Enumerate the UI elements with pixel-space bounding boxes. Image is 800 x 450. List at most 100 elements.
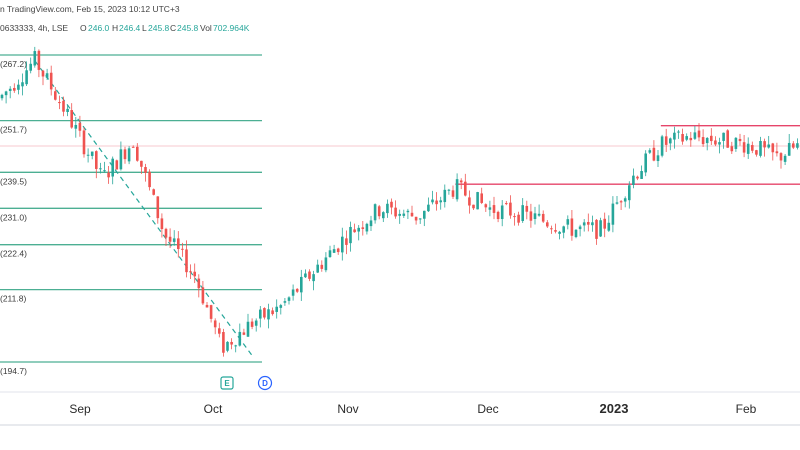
- candle: [291, 284, 295, 301]
- candle: [451, 185, 455, 199]
- candle: [328, 245, 332, 258]
- candle: [394, 200, 397, 219]
- candle: [746, 137, 750, 159]
- candle: [177, 231, 180, 258]
- candle: [78, 115, 82, 137]
- candle: [468, 190, 471, 214]
- candle: [222, 328, 225, 357]
- candle: [459, 178, 463, 190]
- fib-level-label: (222.4): [0, 249, 27, 259]
- candle: [796, 138, 799, 150]
- candle: [390, 198, 393, 215]
- candle: [603, 212, 606, 238]
- candle: [771, 142, 775, 161]
- candles: [0, 46, 799, 357]
- candle: [673, 126, 676, 149]
- candle: [615, 196, 619, 205]
- candle: [652, 140, 656, 162]
- candle: [599, 217, 602, 238]
- volume-value: 702.964K: [213, 23, 250, 33]
- candle: [25, 61, 28, 86]
- candle: [710, 128, 713, 146]
- fib-level-label: (267.2): [0, 59, 27, 69]
- resistance-lines[interactable]: [455, 125, 800, 185]
- candle: [611, 196, 615, 233]
- time-axis-tick: Oct: [204, 402, 223, 416]
- earnings-marker-label: E: [224, 379, 230, 388]
- candle: [86, 148, 90, 163]
- candle: [742, 135, 746, 158]
- candle: [377, 204, 381, 220]
- candle: [95, 150, 98, 179]
- ohlc-close-label: C: [170, 23, 176, 33]
- candle: [164, 227, 168, 246]
- candle: [254, 318, 258, 332]
- candle: [488, 200, 492, 217]
- candle: [181, 242, 184, 257]
- candle: [58, 95, 61, 110]
- candle: [656, 149, 660, 167]
- candle: [54, 87, 57, 101]
- candle: [496, 210, 500, 223]
- candle: [521, 198, 524, 223]
- chart-source-text: n TradingView.com, Feb 15, 2023 10:12 UT…: [0, 4, 180, 14]
- candle: [242, 328, 246, 336]
- candle: [541, 210, 545, 223]
- ohlc-low-label: L: [142, 23, 147, 33]
- candle: [271, 307, 274, 316]
- candle: [431, 190, 434, 205]
- candle: [669, 137, 672, 151]
- candle: [70, 103, 73, 129]
- candle: [607, 215, 611, 232]
- candle: [525, 200, 529, 220]
- candle: [693, 125, 697, 141]
- candle: [558, 230, 561, 240]
- candle: [205, 302, 209, 308]
- earnings-marker[interactable]: E: [220, 376, 234, 390]
- candle: [123, 146, 127, 164]
- candle: [697, 123, 701, 142]
- time-axis[interactable]: Sep Oct Nov Dec 2023 Feb: [69, 401, 756, 416]
- candle: [74, 116, 78, 138]
- candle: [595, 219, 598, 245]
- ohlc-high-label: H: [112, 23, 118, 33]
- fib-retracement[interactable]: (267.2) (251.7) (239.5) (231.0) (222.4) (211.…: [0, 54, 262, 376]
- candle: [533, 206, 537, 225]
- trend-line[interactable]: [34, 60, 253, 357]
- candle: [500, 200, 504, 227]
- candle: [578, 224, 582, 237]
- candle: [480, 187, 483, 205]
- fib-level-label: (211.8): [0, 294, 26, 304]
- candle: [435, 192, 438, 211]
- fib-level-label: (231.0): [0, 212, 27, 222]
- candle: [45, 68, 49, 81]
- candle: [226, 341, 229, 353]
- time-axis-tick: Dec: [477, 402, 498, 416]
- candle: [62, 96, 65, 117]
- candle: [537, 204, 541, 217]
- candle: [275, 299, 278, 319]
- candle: [324, 252, 328, 273]
- candle: [685, 133, 688, 142]
- candle: [423, 210, 426, 227]
- candle: [332, 244, 336, 253]
- candle: [509, 195, 512, 219]
- candle: [82, 127, 86, 158]
- candle: [738, 133, 742, 146]
- candle: [357, 225, 360, 241]
- candle: [189, 264, 192, 280]
- dividend-marker[interactable]: D: [257, 375, 273, 391]
- candle: [562, 225, 565, 239]
- candle: [312, 270, 315, 291]
- trend-line-layer[interactable]: [34, 60, 253, 357]
- candle: [140, 160, 143, 174]
- candle: [751, 141, 754, 154]
- candle: [439, 196, 442, 210]
- candle: [152, 188, 155, 196]
- candle: [718, 137, 721, 154]
- candle: [66, 104, 69, 117]
- candle: [234, 344, 237, 353]
- candle: [705, 137, 709, 151]
- candle: [197, 274, 201, 298]
